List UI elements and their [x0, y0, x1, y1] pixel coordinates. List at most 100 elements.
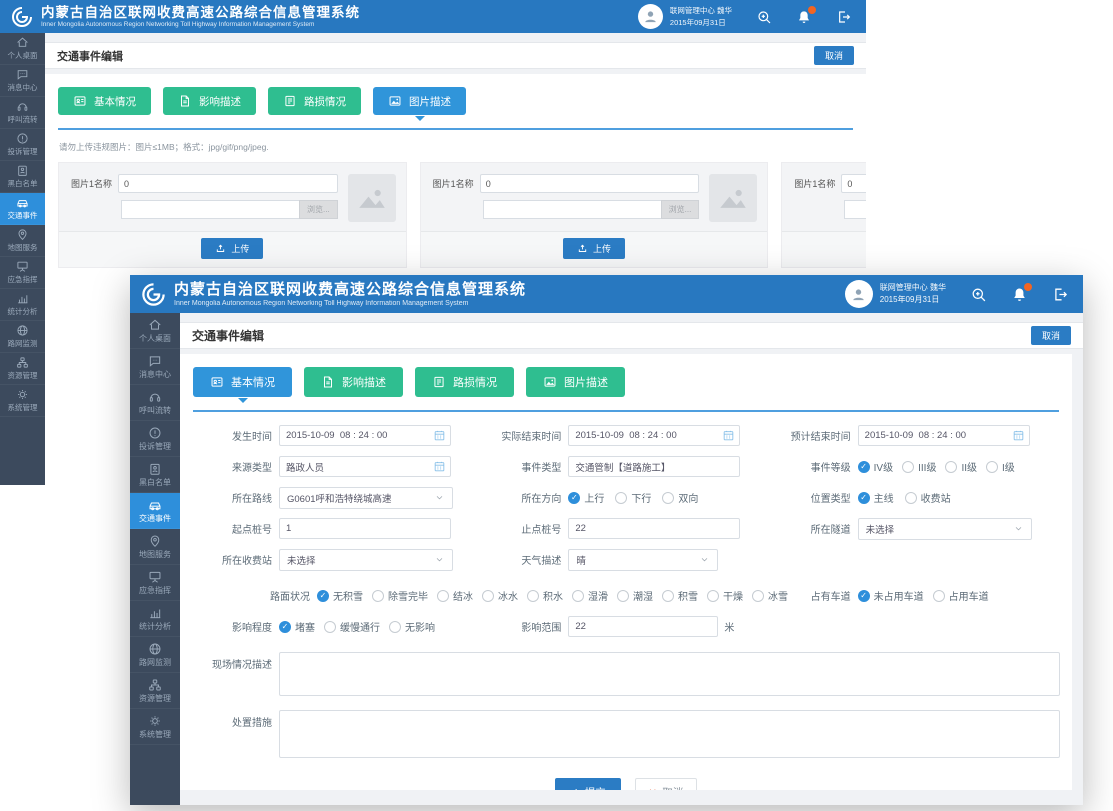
upload-button[interactable]: 上传	[201, 238, 264, 259]
tab-road-damage[interactable]: 路损情况	[415, 367, 514, 397]
radio-road-icesnow[interactable]: 冰雪	[752, 588, 788, 603]
cancel-button-top[interactable]: 取消	[1030, 326, 1071, 345]
radio-level-iii[interactable]: III级	[902, 459, 936, 474]
browse-button[interactable]: 浏览...	[660, 200, 700, 219]
cancel-button-top[interactable]: 取消	[813, 46, 854, 65]
sidebar-item-emergency[interactable]: 应急指挥	[0, 257, 45, 289]
user-info[interactable]: 联网管理中心 魏华 2015年09月31日	[637, 4, 732, 29]
sidebar-item-complaints[interactable]: 投诉管理	[0, 129, 45, 161]
image-name-input[interactable]	[479, 174, 700, 193]
tunnel-select[interactable]: 未选择	[857, 517, 1032, 540]
search-icon[interactable]	[756, 9, 772, 25]
sidebar-item-system[interactable]: 系统管理	[130, 709, 180, 745]
route-select[interactable]: G0601呼和浩特绕城高速	[279, 486, 453, 509]
upload-button[interactable]: 上传	[563, 238, 626, 259]
user-info[interactable]: 联网管理中心 魏华 2015年09月31日	[844, 280, 946, 308]
sidebar-item-stats[interactable]: 统计分析	[0, 289, 45, 321]
radio-level-i[interactable]: I级	[986, 459, 1015, 474]
expect-end-input[interactable]	[857, 425, 1030, 447]
radio-road-dry[interactable]: 干燥	[707, 588, 743, 603]
notifications-button[interactable]	[1011, 282, 1032, 303]
sidebar-item-lists[interactable]: 黑白名单	[130, 457, 180, 493]
radio-road-slippery[interactable]: 湿滑	[572, 588, 608, 603]
radio-road-icewater[interactable]: 冰水	[482, 588, 518, 603]
radio-level-ii[interactable]: II级	[945, 459, 977, 474]
tab-images[interactable]: 图片描述	[373, 87, 466, 121]
notifications-button[interactable]	[796, 5, 816, 25]
occur-time-input[interactable]	[279, 425, 451, 447]
radio-road-cleared[interactable]: 除雪完毕	[372, 588, 428, 603]
image-upload-card-2: 图片1名称 浏览... 上传	[419, 162, 769, 268]
sidebar-item-lists[interactable]: 黑白名单	[0, 161, 45, 193]
tab-impact[interactable]: 影响描述	[163, 87, 256, 115]
submit-button[interactable]: ✓提交	[554, 777, 621, 790]
search-icon[interactable]	[970, 286, 987, 303]
sidebar-item-stats[interactable]: 统计分析	[130, 601, 180, 637]
radio-position-tollstation[interactable]: 收费站	[904, 490, 951, 505]
scene-desc-textarea[interactable]	[279, 651, 1060, 696]
sidebar-item-map[interactable]: 地图服务	[130, 529, 180, 565]
sidebar-item-desktop[interactable]: 个人桌面	[130, 313, 180, 349]
sidebar-item-call[interactable]: 呼叫流转	[0, 97, 45, 129]
end-stake-input[interactable]	[568, 518, 741, 540]
source-type-input[interactable]	[279, 456, 451, 478]
browse-button[interactable]: 浏览...	[299, 200, 338, 219]
radio-impact-slow[interactable]: 缓慢通行	[324, 619, 380, 634]
radio-road-water[interactable]: 积水	[527, 588, 563, 603]
upload-icon	[577, 243, 588, 254]
image-name-input[interactable]	[118, 174, 338, 193]
radio-direction-down[interactable]: 下行	[615, 490, 651, 505]
sidebar-item-messages[interactable]: 消息中心	[0, 65, 45, 97]
sidebar-item-traffic-events[interactable]: 交通事件	[130, 493, 180, 529]
radio-lane-free[interactable]: 未占用车道	[857, 588, 924, 603]
tab-basic-info[interactable]: 基本情况	[193, 367, 292, 403]
sidebar-item-monitor[interactable]: 路网监测	[130, 637, 180, 673]
sidebar-item-call[interactable]: 呼叫流转	[130, 385, 180, 421]
radio-road-nosnow[interactable]: 无积雪	[317, 588, 363, 603]
sidebar-item-map[interactable]: 地图服务	[0, 225, 45, 257]
picker-icon[interactable]	[433, 460, 446, 473]
sidebar-item-system[interactable]: 系统管理	[0, 385, 45, 417]
tab-images[interactable]: 图片描述	[526, 367, 625, 397]
radio-direction-both[interactable]: 双向	[662, 490, 698, 505]
toll-station-select[interactable]: 未选择	[279, 548, 453, 571]
sidebar-item-monitor[interactable]: 路网监测	[0, 321, 45, 353]
radio-icon	[372, 589, 384, 602]
weather-select[interactable]: 晴	[568, 548, 719, 571]
radio-position-mainline[interactable]: 主线	[857, 490, 894, 505]
tab-basic-info[interactable]: 基本情况	[58, 87, 151, 115]
sidebar-item-emergency[interactable]: 应急指挥	[130, 565, 180, 601]
event-type-input[interactable]	[568, 456, 741, 478]
sidebar-item-traffic-events[interactable]: 交通事件	[0, 193, 45, 225]
sidebar-item-complaints[interactable]: 投诉管理	[130, 421, 180, 457]
calendar-icon[interactable]	[722, 429, 735, 442]
sidebar-item-messages[interactable]: 消息中心	[130, 349, 180, 385]
cancel-button[interactable]: ×取消	[634, 777, 698, 790]
sidebar-item-resources[interactable]: 资源管理	[0, 353, 45, 385]
actual-end-input[interactable]	[568, 425, 741, 447]
file-path-input[interactable]	[121, 200, 299, 219]
radio-road-snow[interactable]: 积雪	[662, 588, 698, 603]
tab-road-damage[interactable]: 路损情况	[268, 87, 361, 115]
image-name-input[interactable]	[841, 174, 866, 193]
radio-lane-occupied[interactable]: 占用车道	[932, 588, 989, 603]
user-name: 联网管理中心 魏华	[669, 5, 732, 15]
calendar-icon[interactable]	[1012, 429, 1025, 442]
radio-direction-up[interactable]: 上行	[568, 490, 604, 505]
radio-level-iv[interactable]: IV级	[857, 459, 893, 474]
radio-impact-none[interactable]: 无影响	[389, 619, 435, 634]
logout-icon[interactable]	[1052, 286, 1069, 303]
start-stake-input[interactable]	[279, 518, 451, 540]
logout-icon[interactable]	[836, 9, 852, 25]
radio-road-damp[interactable]: 潮湿	[617, 588, 653, 603]
sidebar-item-resources[interactable]: 资源管理	[130, 673, 180, 709]
file-path-input[interactable]	[482, 200, 661, 219]
sidebar-item-desktop[interactable]: 个人桌面	[0, 33, 45, 65]
file-path-input[interactable]	[844, 200, 866, 219]
calendar-icon[interactable]	[433, 429, 446, 442]
radio-impact-jam[interactable]: 堵塞	[279, 619, 315, 634]
impact-range-input[interactable]	[568, 616, 719, 638]
tab-impact[interactable]: 影响描述	[304, 367, 403, 397]
measures-textarea[interactable]	[279, 709, 1060, 758]
radio-road-frozen[interactable]: 结冰	[437, 588, 473, 603]
